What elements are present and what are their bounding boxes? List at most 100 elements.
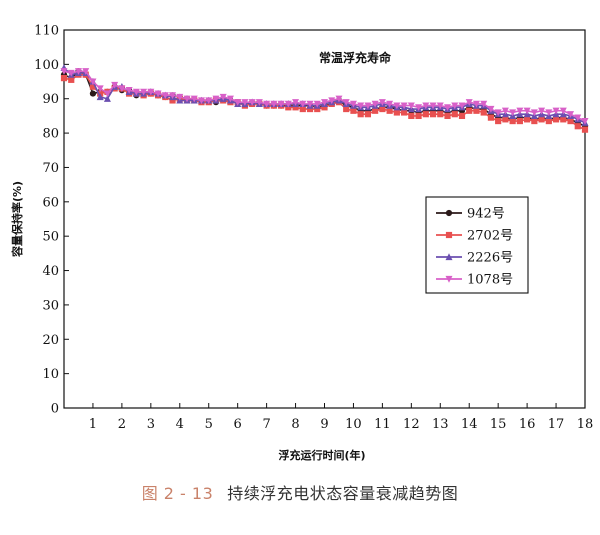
data-point	[190, 95, 198, 103]
data-point	[292, 104, 299, 111]
y-tick-label: 100	[34, 58, 59, 73]
x-axis: 1 2 3 4 5 6 7 8 9 10 11 12 13 14 15 16 17 18	[89, 403, 593, 432]
data-point	[531, 117, 538, 125]
data-point	[429, 111, 437, 118]
x-tick-label: 8	[291, 417, 299, 432]
data-point	[407, 102, 415, 110]
data-point	[350, 107, 357, 114]
data-point	[545, 117, 552, 125]
data-point	[538, 116, 545, 123]
data-point	[89, 90, 97, 97]
y-tick-label: 40	[42, 264, 59, 279]
data-point	[465, 99, 473, 106]
data-point	[306, 100, 314, 108]
data-point	[560, 116, 567, 123]
data-point	[408, 112, 415, 120]
data-point	[559, 107, 567, 115]
legend: 942号 2702号 2226号 1078号	[425, 196, 529, 294]
x-tick-label: 12	[403, 417, 420, 432]
data-point	[480, 109, 487, 116]
x-axis-label: 浮充运行时间(年)	[278, 448, 365, 462]
y-tick-label: 30	[42, 298, 59, 313]
y-tick-label: 20	[42, 333, 59, 348]
data-point	[277, 100, 285, 108]
data-point	[96, 85, 104, 93]
data-point	[161, 92, 169, 99]
legend-marker	[445, 253, 453, 261]
data-point	[400, 102, 408, 110]
data-point	[270, 100, 278, 108]
x-tick-label: 15	[490, 417, 507, 432]
chart-title: 常温浮充寿命	[319, 50, 392, 65]
data-point	[516, 107, 524, 115]
data-point	[103, 90, 111, 98]
legend-label: 1078号	[467, 273, 513, 288]
data-point	[473, 107, 480, 114]
data-point	[154, 90, 162, 98]
data-point	[466, 107, 473, 114]
data-point	[343, 105, 350, 113]
data-point	[567, 117, 574, 125]
data-point	[321, 99, 328, 106]
data-point	[125, 87, 133, 94]
data-point	[458, 102, 466, 110]
x-tick-label: 14	[461, 417, 478, 432]
x-tick-label: 7	[262, 417, 270, 432]
data-point	[328, 97, 336, 105]
data-point	[494, 109, 502, 117]
legend-label: 942号	[467, 207, 505, 222]
data-point	[357, 111, 364, 118]
y-axis: 0 10 20 30 40 50 60 70 80 90 100 110	[34, 24, 69, 417]
y-tick-label: 50	[42, 230, 59, 245]
data-point	[495, 117, 502, 125]
data-point	[205, 97, 213, 105]
data-point	[169, 92, 177, 99]
y-axis-label: 容量保持率(%)	[10, 181, 24, 258]
data-point	[509, 117, 516, 125]
data-point	[379, 105, 386, 113]
data-point	[581, 126, 589, 133]
data-point	[444, 112, 451, 120]
data-point	[299, 105, 306, 113]
data-point	[386, 107, 393, 114]
data-point	[530, 109, 538, 117]
y-tick-label: 70	[42, 161, 59, 176]
data-point	[82, 68, 90, 75]
data-point	[545, 109, 553, 117]
data-point	[436, 102, 444, 110]
data-point	[89, 78, 97, 86]
data-point	[523, 107, 531, 115]
x-tick-label: 9	[320, 417, 328, 432]
data-point	[284, 100, 292, 108]
data-point	[524, 116, 531, 123]
data-point	[299, 100, 307, 108]
data-point	[480, 100, 488, 108]
y-tick-label: 110	[34, 24, 59, 39]
data-point	[349, 100, 357, 108]
data-point	[581, 117, 589, 125]
data-point	[393, 102, 401, 110]
data-point	[335, 95, 343, 103]
x-tick-label: 18	[577, 417, 594, 432]
data-point	[255, 99, 263, 106]
y-tick-label: 10	[42, 367, 59, 382]
x-tick-label: 11	[374, 417, 391, 432]
legend-marker	[445, 275, 453, 283]
data-point	[118, 85, 126, 93]
data-point	[103, 95, 111, 102]
data-point	[372, 107, 379, 114]
data-point	[67, 69, 75, 77]
data-point	[422, 102, 430, 110]
data-point	[140, 88, 148, 96]
data-point	[501, 107, 509, 115]
y-tick-label: 60	[42, 195, 59, 210]
legend-marker	[445, 209, 453, 217]
data-point	[147, 88, 155, 96]
data-point	[502, 116, 509, 123]
legend-label: 2226号	[467, 251, 513, 266]
data-point	[212, 95, 220, 103]
data-point	[567, 111, 575, 118]
data-point	[306, 105, 314, 113]
x-tick-label: 17	[548, 417, 565, 432]
